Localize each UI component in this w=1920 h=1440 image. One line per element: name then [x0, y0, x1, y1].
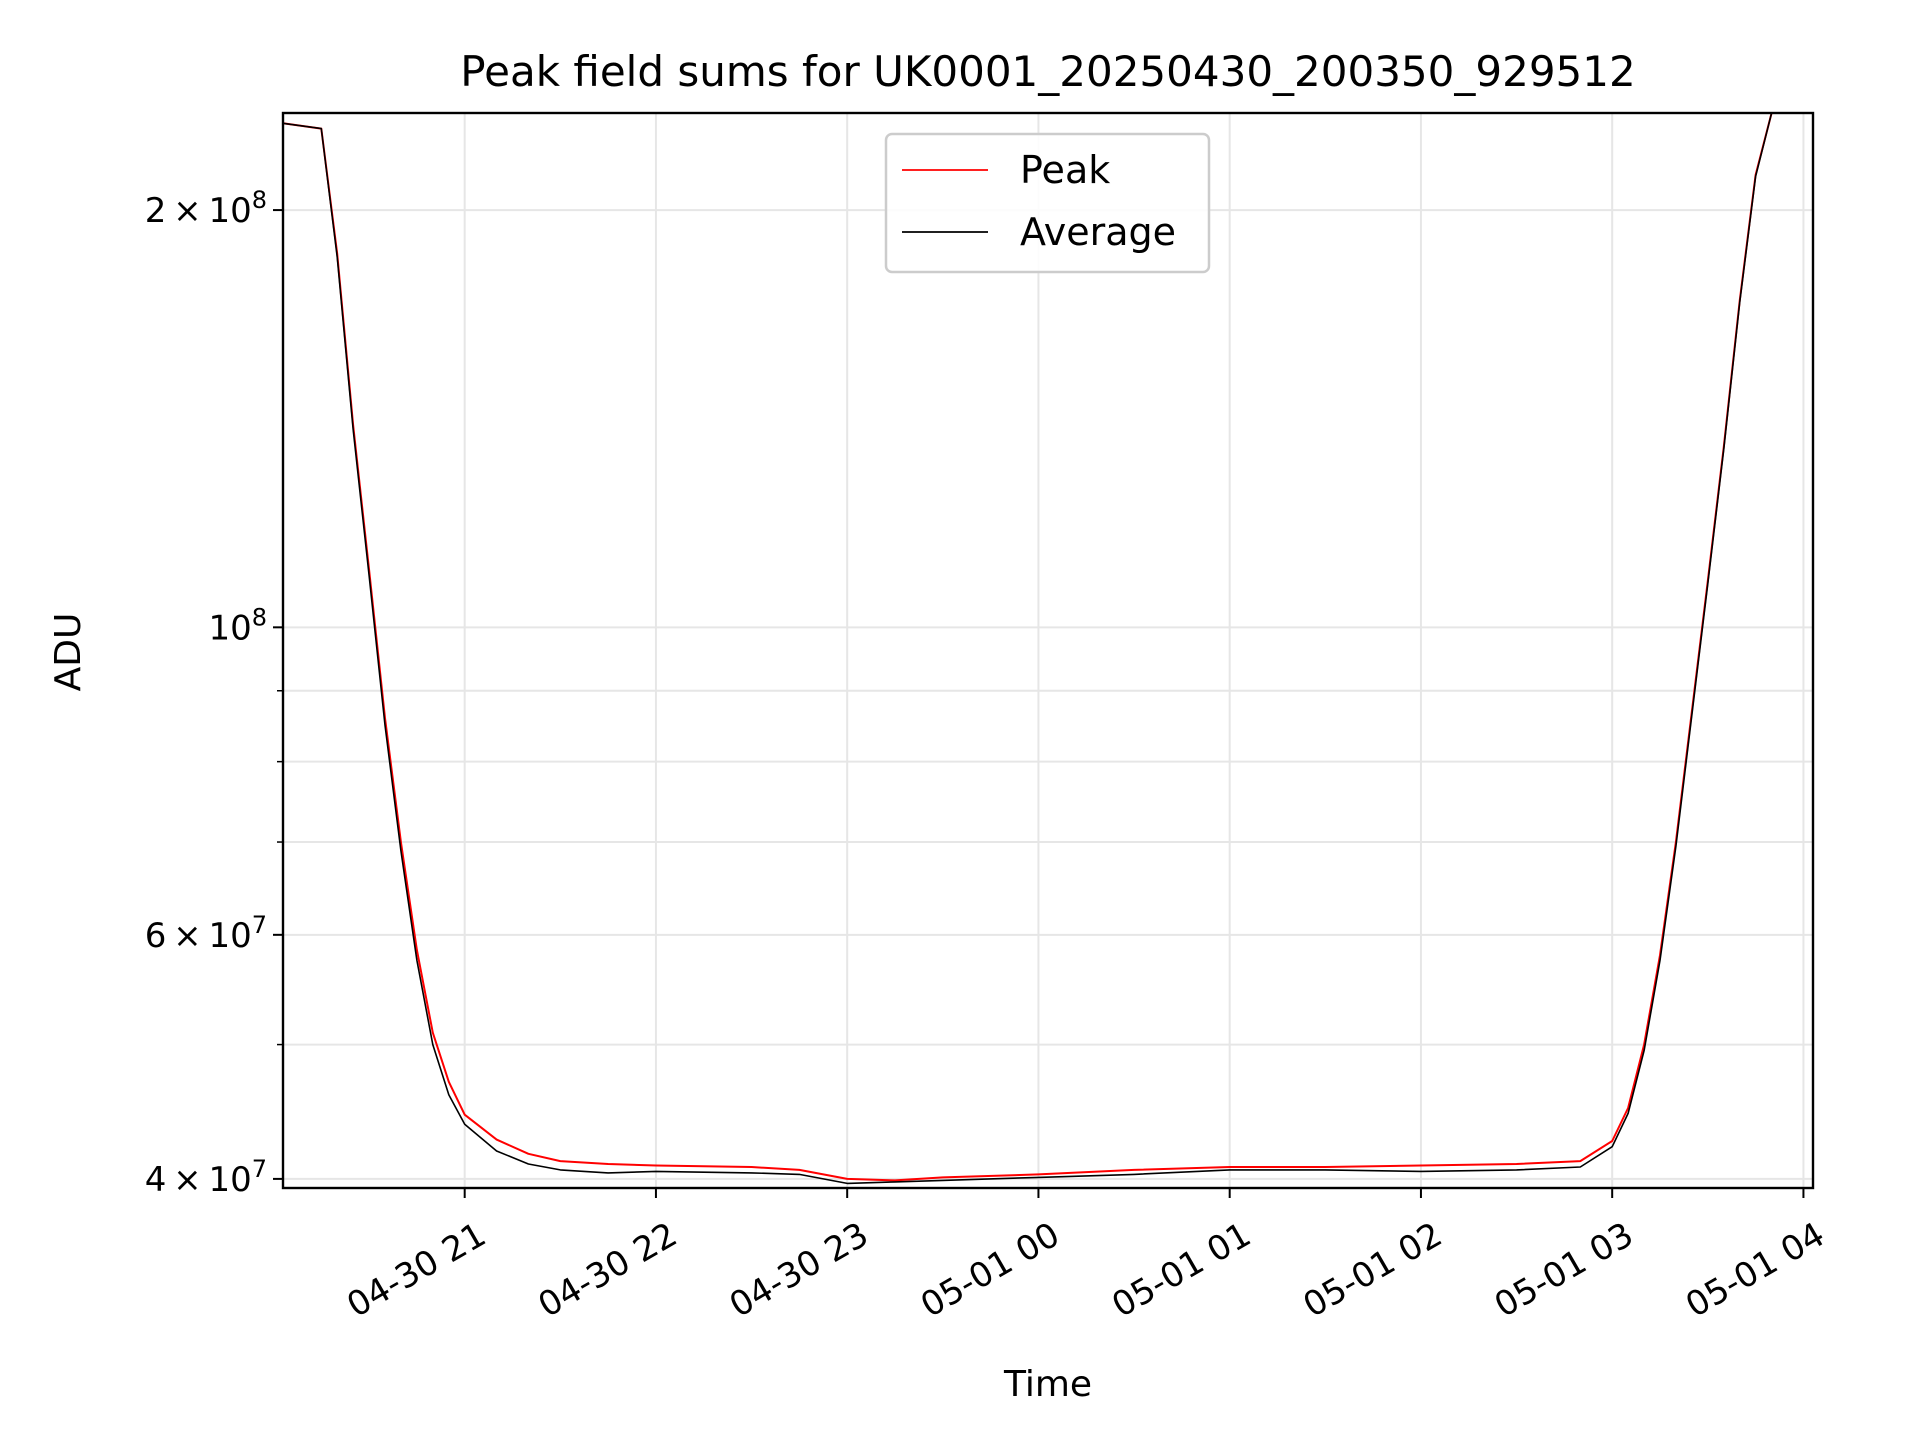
series-layer	[282, 112, 1773, 1185]
legend-box	[884, 132, 1211, 274]
y-tick-label: 108	[208, 603, 267, 648]
legend-peak-label: Peak	[1020, 148, 1110, 192]
plot-frame	[281, 111, 1815, 1190]
y-axis-label: ADU	[48, 613, 89, 692]
y-tick-label: 6 × 107	[145, 911, 267, 956]
grid	[283, 113, 1813, 1188]
chart-title: Peak field sums for UK0001_20250430_2003…	[460, 47, 1635, 96]
legend: Peak Average	[884, 132, 1211, 274]
series-line-average	[282, 112, 1773, 1185]
x-axis-label: Time	[1003, 1364, 1092, 1405]
y-tick-label: 2 × 108	[145, 186, 267, 231]
y-tick-label: 4 × 107	[145, 1155, 267, 1200]
legend-average-label: Average	[1020, 210, 1176, 254]
